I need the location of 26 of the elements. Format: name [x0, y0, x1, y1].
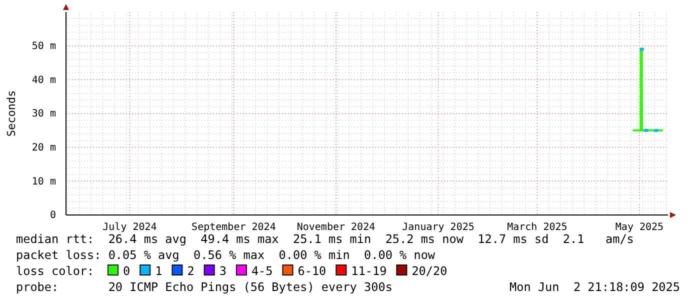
legend-label: 1: [155, 264, 162, 278]
y-tick-label: 20 m: [32, 142, 56, 154]
legend-label: 0: [123, 264, 130, 278]
y-axis-title: Seconds: [5, 90, 18, 137]
legend-label: 2: [187, 264, 194, 278]
x-tick-label: July 2024: [102, 222, 157, 234]
text: packet loss: 0.05 % avg 0.56 % max 0.00 % min 0.00 % now: [16, 248, 436, 262]
y-tick-label: 30 m: [32, 108, 56, 120]
x-tick-label: September 2024: [192, 222, 276, 234]
text: probe: 20 ICMP Echo Pings (56 Bytes) every 300s: [16, 280, 392, 294]
legend-label: 4-5: [251, 264, 273, 278]
text: median rtt: 26.4 ms avg 49.4 ms max 25.1 ms min 25.2 ms now 12.7 ms sd 2.1 am/s: [16, 232, 634, 246]
y-tick-label: 50 m: [32, 41, 56, 52]
y-tick-label: 10 m: [32, 176, 56, 188]
legend-title: loss color:: [16, 264, 94, 278]
x-tick-label: January 2025: [402, 222, 474, 234]
legend-label: 20/20: [412, 264, 448, 278]
x-tick-label: November 2024: [296, 222, 376, 234]
legend-label: 3: [219, 264, 226, 278]
legend-label: 6-10: [298, 264, 326, 278]
x-tick-label: March 2025: [507, 222, 568, 234]
y-tick-label: 40 m: [32, 74, 56, 86]
text: Mon Jun 2 21:18:09 2025: [510, 280, 680, 294]
y-tick-label: 0: [50, 210, 56, 222]
legend-label: 11-19: [351, 264, 387, 278]
x-tick-label: May 2025: [615, 222, 664, 234]
